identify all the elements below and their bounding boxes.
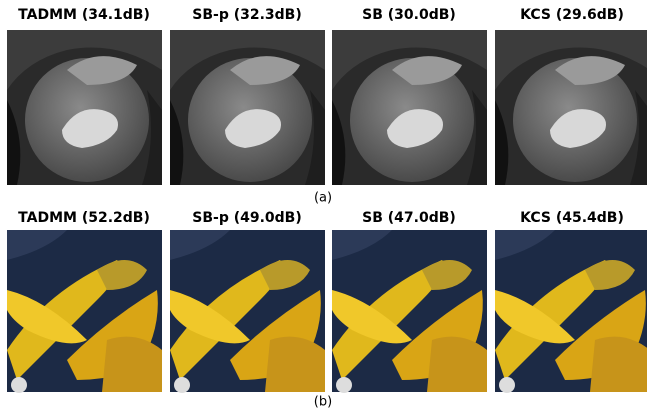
panel-label: KCS (29.6dB): [520, 7, 624, 23]
panel-label: SB (30.0dB): [362, 7, 456, 23]
panel-label: TADMM (34.1dB): [18, 7, 150, 23]
panel-image: [495, 230, 647, 393]
panel-image: [332, 230, 487, 393]
row-caption: (a): [314, 191, 332, 206]
figure: TADMM (34.1dB) SB-p (32.3dB) SB (30.0dB) KC…: [0, 0, 647, 409]
panel-image: [495, 30, 647, 185]
panel-label: SB (47.0dB): [362, 210, 456, 226]
page: {"rows": [ {"panels": ["TADMM (34.1dB)",…: [0, 0, 647, 409]
row-caption: (b): [314, 395, 332, 409]
panel-image: [170, 30, 325, 185]
panel-image: [7, 230, 162, 393]
panel-label: KCS (45.4dB): [520, 210, 624, 226]
panel-label: TADMM (52.2dB): [18, 210, 150, 226]
panel-image: [7, 30, 162, 185]
panel-image: [332, 30, 487, 185]
panel-label: SB-p (49.0dB): [192, 210, 302, 226]
panel-image: [170, 230, 325, 393]
panel-label: SB-p (32.3dB): [192, 7, 302, 23]
